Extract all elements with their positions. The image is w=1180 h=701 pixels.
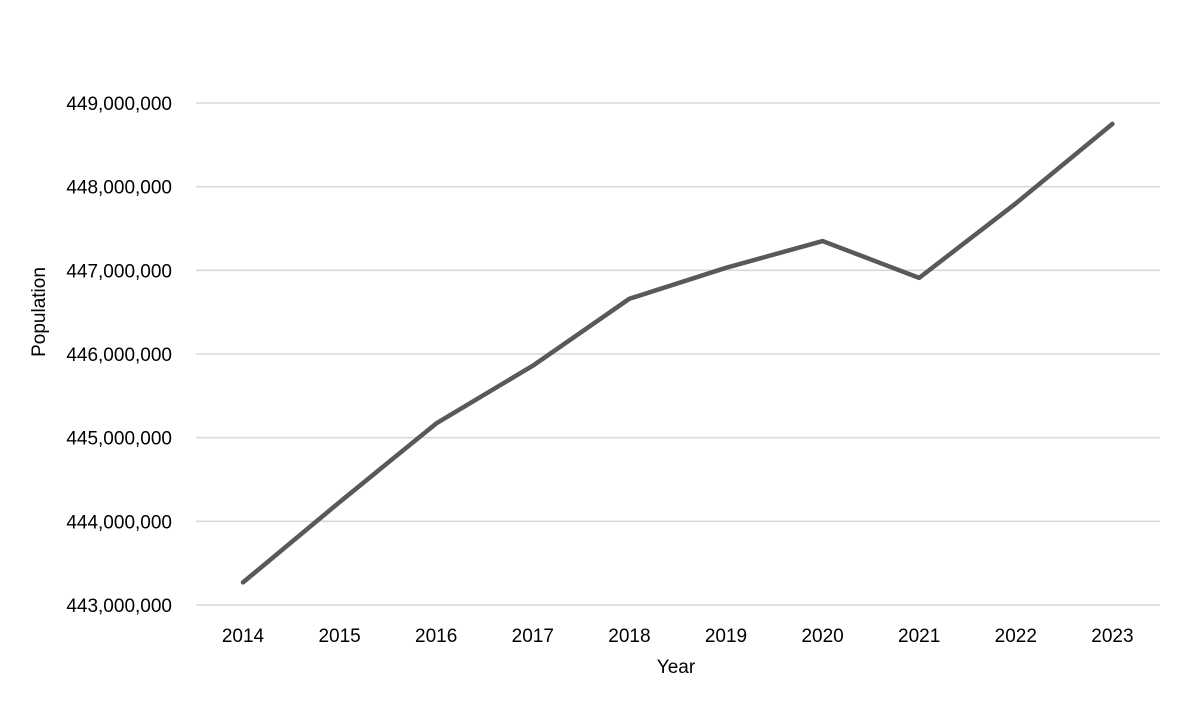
x-tick-label: 2020 bbox=[801, 626, 843, 647]
x-axis-title: Year bbox=[657, 657, 696, 678]
x-tick-label: 2018 bbox=[608, 626, 650, 647]
x-tick-label: 2022 bbox=[995, 626, 1037, 647]
x-tick-label: 2019 bbox=[705, 626, 747, 647]
x-tick-label: 2021 bbox=[898, 626, 940, 647]
y-tick-label: 443,000,000 bbox=[66, 596, 172, 617]
x-axis-tick-labels: 2014 2015 2016 2017 2018 2019 2020 2021 2022 2023 bbox=[222, 626, 1134, 647]
series-line bbox=[240, 121, 1115, 585]
y-axis-tick-labels: 443,000,000 444,000,000 445,000,000 446,000… bbox=[66, 94, 172, 617]
series-layer bbox=[240, 121, 1115, 585]
y-tick-label: 449,000,000 bbox=[66, 94, 172, 115]
x-tick-label: 2015 bbox=[318, 626, 360, 647]
y-tick-label: 446,000,000 bbox=[66, 345, 172, 366]
gridlines bbox=[196, 102, 1160, 606]
y-tick-label: 447,000,000 bbox=[66, 261, 172, 282]
x-tick-label: 2023 bbox=[1091, 626, 1133, 647]
y-tick-label: 444,000,000 bbox=[66, 512, 172, 533]
x-tick-label: 2016 bbox=[415, 626, 457, 647]
y-tick-label: 445,000,000 bbox=[66, 429, 172, 450]
y-tick-label: 448,000,000 bbox=[66, 178, 172, 199]
x-tick-label: 2017 bbox=[512, 626, 554, 647]
y-axis-title: Population bbox=[29, 267, 50, 357]
x-tick-label: 2014 bbox=[222, 626, 265, 647]
